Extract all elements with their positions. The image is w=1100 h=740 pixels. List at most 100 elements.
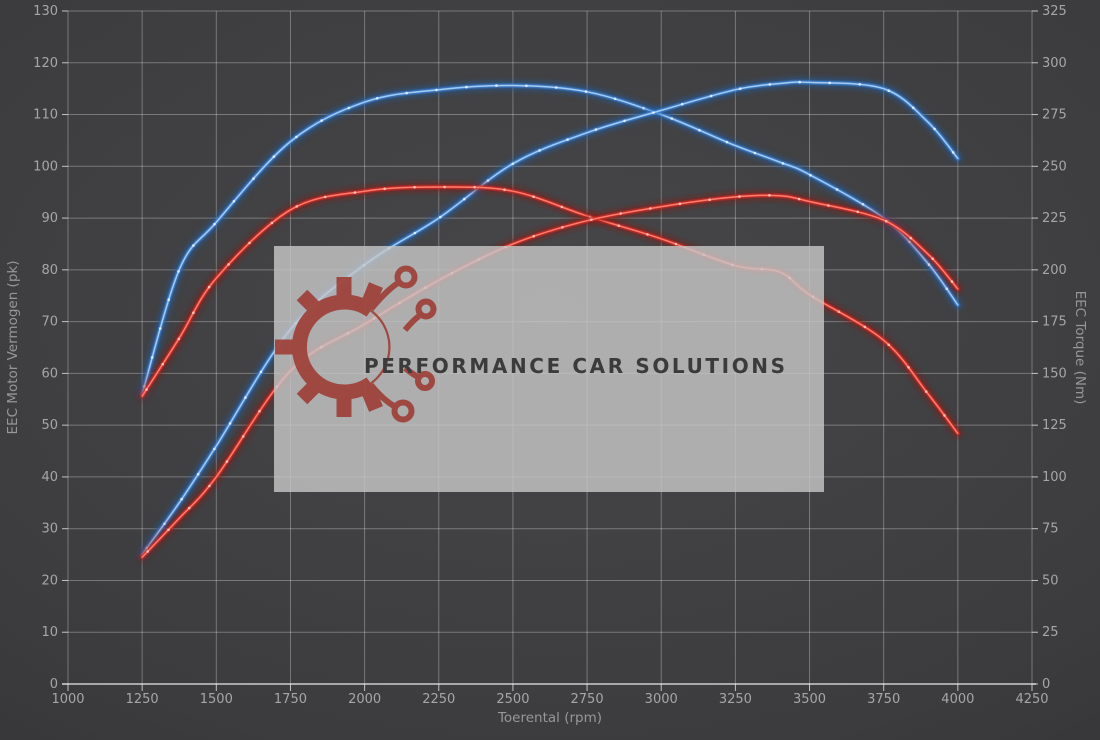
data-point-marker — [863, 325, 867, 329]
data-point-marker — [907, 366, 910, 369]
data-point-marker — [768, 194, 771, 197]
data-point-marker — [383, 187, 387, 191]
data-point-marker — [232, 200, 236, 203]
data-point-marker — [670, 117, 674, 120]
y-axis-left-tick-label: 80 — [41, 263, 58, 278]
data-point-marker — [768, 83, 772, 86]
data-point-marker — [856, 210, 859, 214]
data-point-marker — [375, 97, 379, 100]
data-point-marker — [912, 106, 915, 110]
data-point-marker — [323, 195, 327, 199]
data-point-marker — [835, 188, 839, 191]
data-point-marker — [951, 151, 955, 154]
data-point-marker — [503, 188, 506, 191]
x-axis-tick-label: 2500 — [496, 692, 529, 707]
curve-blue-torque-nm-core — [141, 84, 959, 395]
data-point-marker — [158, 327, 162, 330]
curve-red-torque-nm-core — [141, 186, 959, 435]
data-point-marker — [698, 128, 701, 132]
data-point-marker — [225, 460, 229, 463]
data-point-marker — [511, 162, 515, 166]
y-axis-right-tick-label: 125 — [1042, 418, 1067, 433]
data-point-marker — [950, 280, 954, 283]
data-point-marker — [272, 155, 276, 158]
data-point-marker — [177, 270, 180, 273]
data-point-marker — [146, 550, 149, 553]
x-axis-tick-label: 1750 — [274, 692, 307, 707]
y-axis-right-tick-label: 75 — [1042, 522, 1059, 537]
x-axis-tick-label: 1000 — [51, 692, 84, 707]
data-point-marker — [680, 102, 684, 106]
data-point-marker — [248, 241, 251, 245]
y-axis-left-tick-label: 30 — [41, 522, 58, 537]
y-axis-left-tick-label: 0 — [50, 677, 58, 692]
data-point-marker — [781, 162, 785, 165]
data-point-marker — [163, 522, 166, 526]
data-point-marker — [208, 484, 211, 488]
data-point-marker — [532, 195, 535, 198]
data-point-marker — [167, 298, 170, 302]
data-point-marker — [213, 222, 216, 226]
data-point-marker — [486, 179, 490, 182]
data-point-marker — [413, 231, 417, 235]
data-point-marker — [532, 234, 535, 238]
data-point-marker — [465, 85, 468, 89]
data-point-marker — [347, 106, 351, 110]
data-point-marker — [725, 140, 729, 144]
data-point-marker — [678, 202, 682, 206]
data-point-marker — [213, 447, 216, 451]
data-point-marker — [192, 311, 195, 315]
data-point-marker — [590, 218, 593, 221]
data-point-marker — [227, 263, 230, 266]
y-axis-right-tick-label: 325 — [1042, 4, 1067, 19]
y-axis-left-tick-label: 60 — [41, 366, 58, 381]
data-point-marker — [258, 409, 261, 413]
data-point-marker — [495, 84, 498, 87]
data-point-marker — [295, 135, 298, 139]
data-point-marker — [584, 90, 588, 93]
y-axis-left-tick-label: 70 — [41, 315, 58, 330]
data-point-marker — [150, 356, 154, 359]
data-point-marker — [244, 396, 247, 399]
data-point-marker — [708, 198, 711, 201]
data-point-marker — [827, 204, 830, 207]
curve-blue-power-pk-core — [141, 81, 959, 556]
y-axis-right-tick-label: 0 — [1042, 677, 1050, 692]
data-point-marker — [809, 173, 812, 177]
data-point-marker — [709, 94, 713, 98]
y-axis-right-tick-label: 50 — [1042, 573, 1059, 588]
data-point-marker — [413, 185, 416, 189]
data-point-marker — [617, 224, 621, 227]
x-axis-title: Toerental (rpm) — [497, 710, 602, 726]
data-point-marker — [439, 215, 442, 219]
data-point-marker — [435, 88, 438, 92]
x-axis-tick-label: 2250 — [422, 692, 455, 707]
y-axis-left-tick-label: 40 — [41, 470, 58, 485]
data-point-marker — [187, 506, 191, 510]
data-point-marker — [943, 414, 946, 417]
data-point-marker — [525, 84, 528, 88]
data-point-marker — [538, 149, 541, 152]
data-point-marker — [927, 263, 931, 266]
data-point-marker — [797, 197, 801, 201]
y-axis-left-tick-label: 10 — [41, 625, 58, 640]
y-axis-right-tick-label: 250 — [1042, 159, 1067, 174]
x-axis-tick-label: 3250 — [719, 692, 752, 707]
watermark-panel: PERFORMANCE CAR SOLUTIONS — [274, 246, 824, 492]
data-point-marker — [738, 195, 741, 198]
y-axis-left-tick-label: 20 — [41, 573, 58, 588]
data-point-marker — [167, 528, 170, 532]
data-point-marker — [931, 257, 934, 261]
y-axis-right-tick-label: 100 — [1042, 470, 1067, 485]
y-axis-left-title: EEC Motor Vermogen (pk) — [5, 261, 21, 435]
data-point-marker — [642, 106, 645, 110]
data-point-marker — [353, 191, 357, 194]
y-axis-right-tick-label: 275 — [1042, 108, 1067, 123]
data-point-marker — [207, 285, 211, 289]
data-point-marker — [884, 219, 888, 223]
watermark-text: PERFORMANCE CAR SOLUTIONS — [364, 354, 788, 378]
data-point-marker — [613, 97, 617, 101]
y-axis-left-tick-label: 130 — [33, 4, 58, 19]
data-point-marker — [753, 151, 757, 155]
